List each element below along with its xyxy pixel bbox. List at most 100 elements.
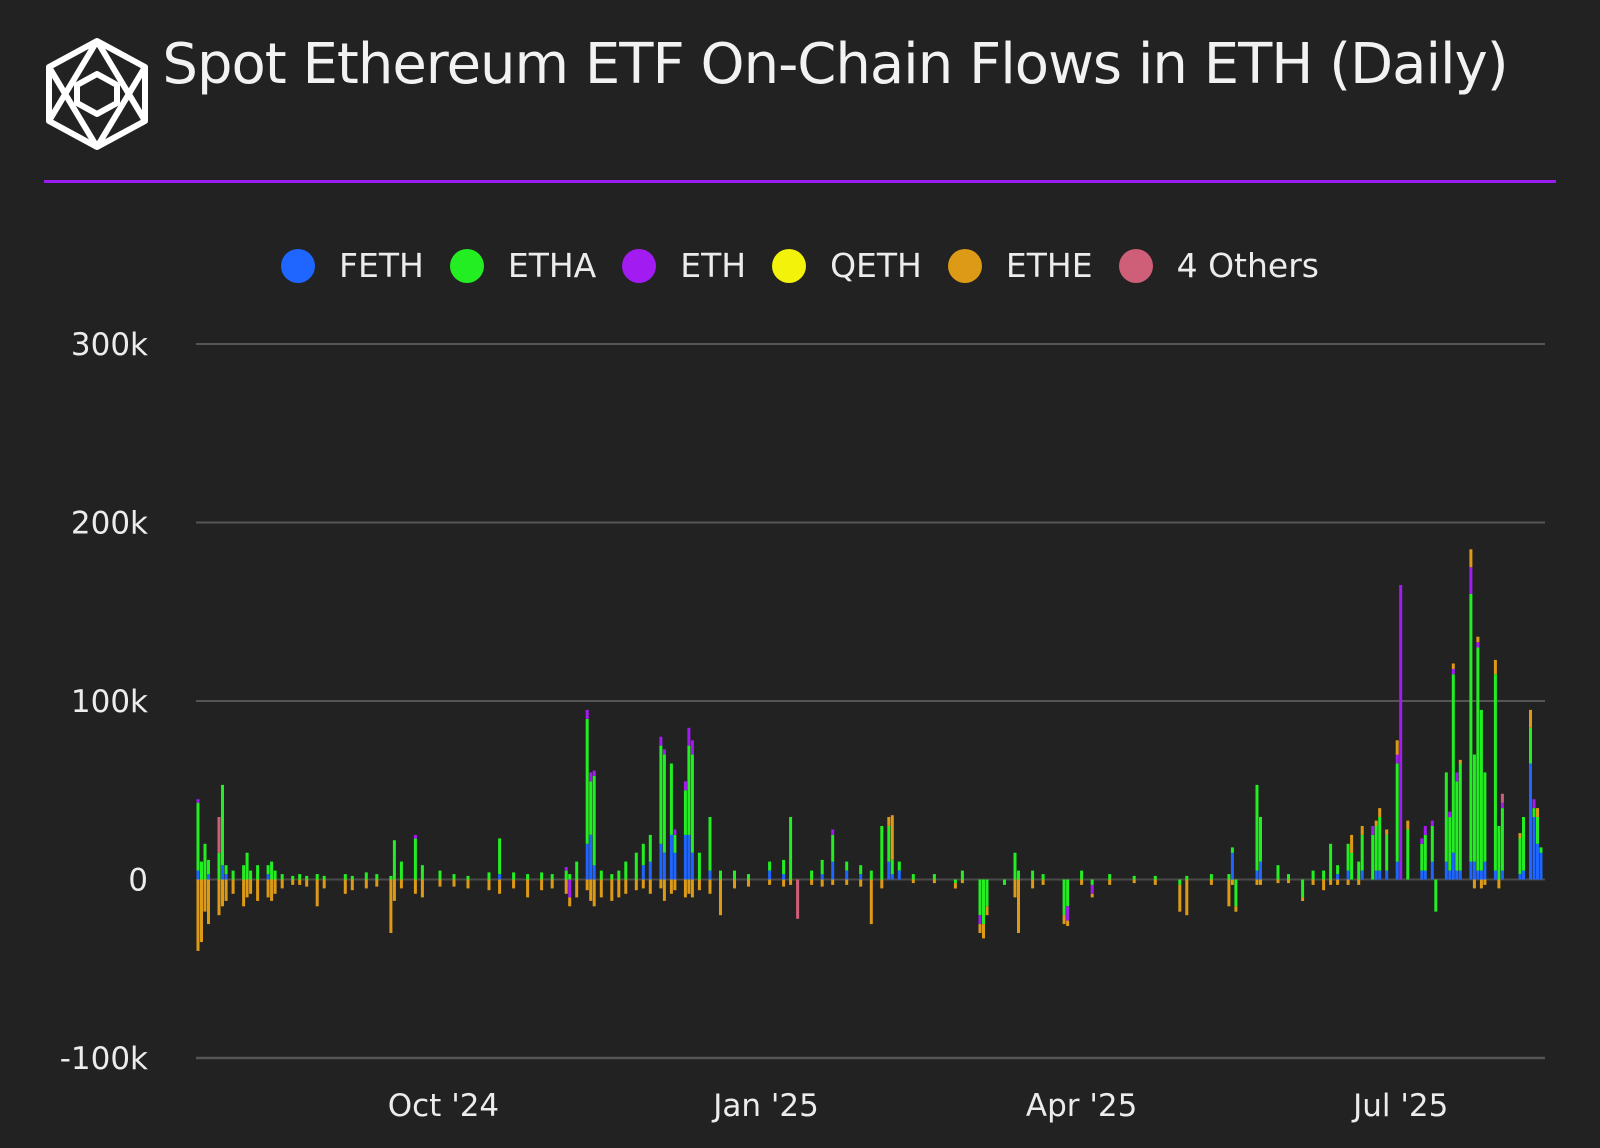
bar-segment-feth xyxy=(1259,861,1262,880)
bar-segment-etha xyxy=(1448,817,1452,871)
bar-segment-etha xyxy=(305,875,309,880)
bar-segment-etha xyxy=(1301,879,1305,898)
bar-segment-etha xyxy=(820,859,824,875)
bar-segment-eth xyxy=(662,749,666,755)
bar-segment-etha xyxy=(1153,875,1157,880)
bar-segment-etha xyxy=(392,840,396,880)
bar-segment-feth xyxy=(1336,874,1340,880)
bar-segment-etha xyxy=(687,745,691,835)
legend-item-qeth[interactable]: QETH xyxy=(772,246,922,285)
bar-segment-eth xyxy=(683,781,687,791)
bar-segment-etha xyxy=(1080,870,1084,880)
bar-segment-etha xyxy=(466,875,470,880)
bar-segment-etha xyxy=(1346,843,1350,871)
bar-segment-etha xyxy=(343,874,347,880)
bar-segment-etha xyxy=(982,879,985,925)
bar-segment-ethe xyxy=(1311,879,1315,885)
bar-segment-etha xyxy=(1090,879,1094,885)
bar-segment-etha xyxy=(869,870,873,880)
bar-segment-ethe xyxy=(887,817,891,826)
bar-segment-eth xyxy=(1066,906,1070,921)
bar-segment-etha xyxy=(1483,772,1487,862)
title-divider xyxy=(44,180,1556,183)
bar-segment-etha xyxy=(1374,826,1378,871)
bar-segment-etha xyxy=(291,875,295,880)
bar-segment-ethe xyxy=(1066,920,1070,926)
bar-segment-ethe xyxy=(350,879,354,891)
bar-segment-etha xyxy=(221,784,224,866)
bar-segment-ethe xyxy=(526,879,530,898)
legend-swatch xyxy=(622,248,657,283)
bar-segment-etha xyxy=(1420,843,1424,871)
bar-segment-ethe xyxy=(1518,833,1522,839)
bar-segment-feth xyxy=(1378,870,1382,880)
bar-segment-ethe xyxy=(1132,879,1136,884)
bar-segment-ethe xyxy=(1451,663,1455,669)
bar-segment-ethe xyxy=(1378,808,1382,817)
bar-segment-ethe xyxy=(564,879,568,894)
bar-segment-etha xyxy=(550,874,554,880)
bar-segment-etha xyxy=(298,874,302,880)
legend-item-ethe[interactable]: ETHE xyxy=(947,246,1093,285)
bar-segment-ethe xyxy=(242,879,246,907)
bar-segment-feth xyxy=(224,874,228,880)
bar-segment-ethe xyxy=(820,879,824,887)
legend-item-etha[interactable]: ETHA xyxy=(449,246,596,285)
bar-segment-ethe xyxy=(1497,879,1501,889)
bar-segment-ethe xyxy=(859,879,863,887)
bar-segment-ethe xyxy=(231,879,235,894)
bar-segment-feth xyxy=(1451,852,1455,880)
bar-segment-ethe xyxy=(960,879,964,884)
legend-swatch xyxy=(281,248,316,283)
bar-segment-etha xyxy=(1472,754,1476,862)
bar-segment-eth xyxy=(589,772,593,782)
bar-segment-ethe xyxy=(1479,879,1483,889)
bar-segment-ethe xyxy=(249,879,253,894)
bar-segment-feth xyxy=(1448,870,1452,880)
bar-segment-etha xyxy=(200,861,203,880)
bar-segment-ethe xyxy=(217,879,221,916)
bar-segment-etha xyxy=(1255,784,1259,871)
legend-label: FETH xyxy=(339,246,424,285)
bar-segment-feth xyxy=(687,834,691,880)
bar-segment-ethe xyxy=(1529,709,1532,728)
bar-segment-ethe xyxy=(298,879,302,885)
bar-segment-etha xyxy=(420,865,424,880)
bar-segment-ethe xyxy=(1301,897,1305,901)
bar-segment-ethe xyxy=(1357,879,1361,885)
bar-segment-etha xyxy=(540,872,544,880)
bar-segment-etha xyxy=(224,865,228,875)
bar-segment-eth xyxy=(196,799,200,803)
bar-segment-others xyxy=(796,879,800,919)
y-tick-label: 200k xyxy=(71,506,148,542)
bar-segment-eth xyxy=(978,915,982,925)
bar-segment-feth xyxy=(589,834,593,880)
bar-segment-ethe xyxy=(540,879,544,891)
y-tick-label: 300k xyxy=(71,327,148,363)
bar-segment-ethe xyxy=(256,879,260,901)
legend-item-feth[interactable]: FETH xyxy=(281,246,424,285)
bar-segment-etha xyxy=(1322,870,1326,880)
bar-segment-ethe xyxy=(203,879,207,912)
bar-segment-ethe xyxy=(1259,879,1262,885)
legend-item-eth[interactable]: ETH xyxy=(622,246,746,285)
bar-segment-etha xyxy=(231,870,235,880)
bar-segment-ethe xyxy=(196,879,200,951)
bar-segment-feth xyxy=(1500,870,1504,880)
bar-segment-eth xyxy=(1532,799,1536,809)
bar-segment-etha xyxy=(322,875,326,880)
bar-segment-ethe xyxy=(1234,906,1238,912)
bar-segment-ethe xyxy=(512,879,516,889)
bar-segment-etha xyxy=(683,790,687,835)
bar-segment-etha xyxy=(364,872,368,880)
bar-segment-etha xyxy=(1430,826,1434,862)
bar-segment-eth xyxy=(592,770,596,776)
bar-segment-ethe xyxy=(207,879,210,925)
bar-segment-etha xyxy=(526,874,530,880)
bar-segment-ethe xyxy=(1395,740,1399,755)
legend-item-4-others[interactable]: 4 Others xyxy=(1118,246,1319,285)
bar-segment-ethe xyxy=(810,879,814,885)
bar-segment-feth xyxy=(782,874,786,880)
bar-segment-ethe xyxy=(1469,549,1473,568)
